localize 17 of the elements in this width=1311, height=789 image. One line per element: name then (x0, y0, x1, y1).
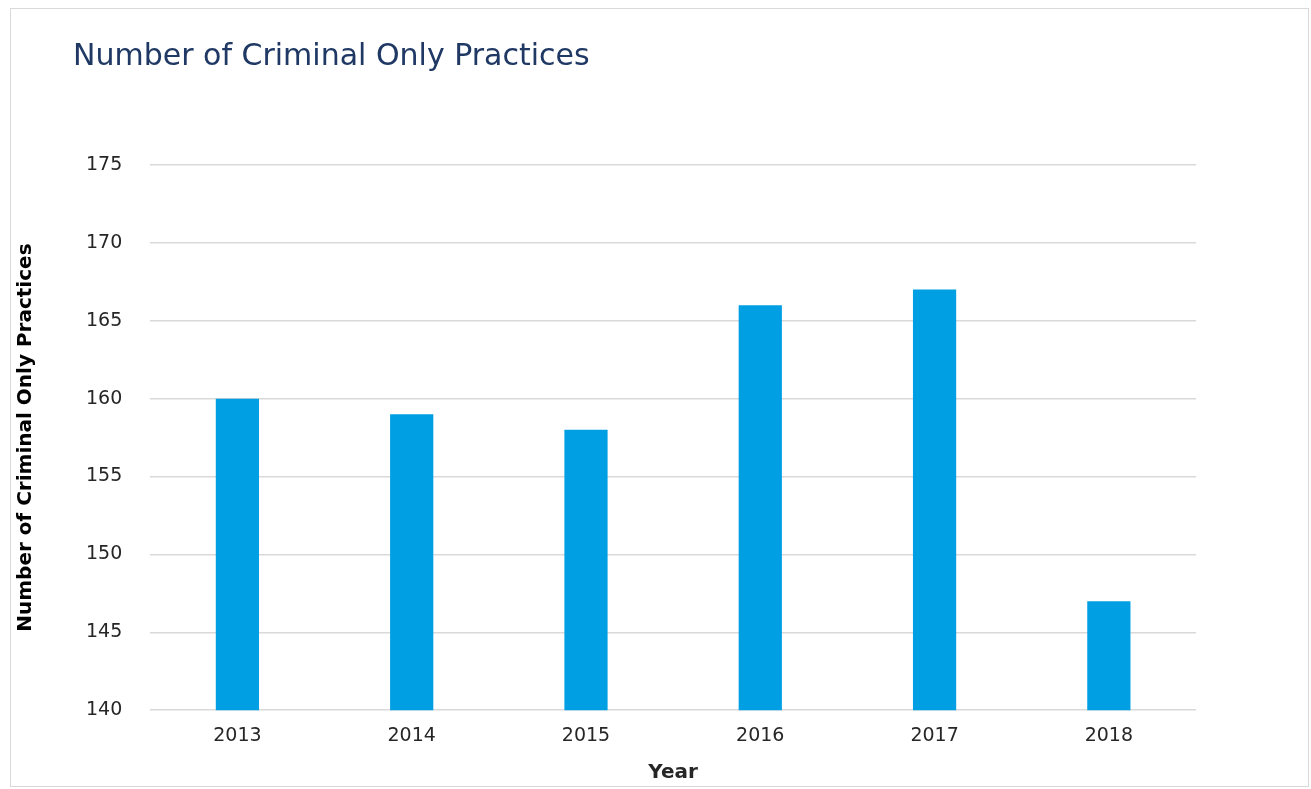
y-tick-label: 175 (86, 151, 123, 174)
y-axis-title: Number of Criminal Only Practices (12, 243, 37, 632)
x-tick-label: 2016 (736, 722, 785, 745)
x-tick-label: 2014 (387, 722, 436, 745)
x-axis-title: Year (647, 759, 699, 784)
y-tick-label: 165 (86, 307, 123, 330)
x-tick-label: 2018 (1084, 722, 1134, 745)
y-tick-label: 160 (86, 385, 123, 408)
y-tick-label: 145 (86, 619, 123, 642)
y-tick-label: 150 (86, 541, 123, 564)
x-tick-label: 2015 (561, 722, 611, 745)
x-tick-label: 2013 (213, 722, 262, 745)
x-tick-label: 2017 (910, 722, 959, 745)
y-tick-label: 170 (86, 229, 123, 252)
y-tick-label: 140 (86, 697, 123, 720)
chart-title: Number of Criminal Only Practices (73, 37, 590, 72)
y-tick-label: 155 (86, 463, 123, 486)
